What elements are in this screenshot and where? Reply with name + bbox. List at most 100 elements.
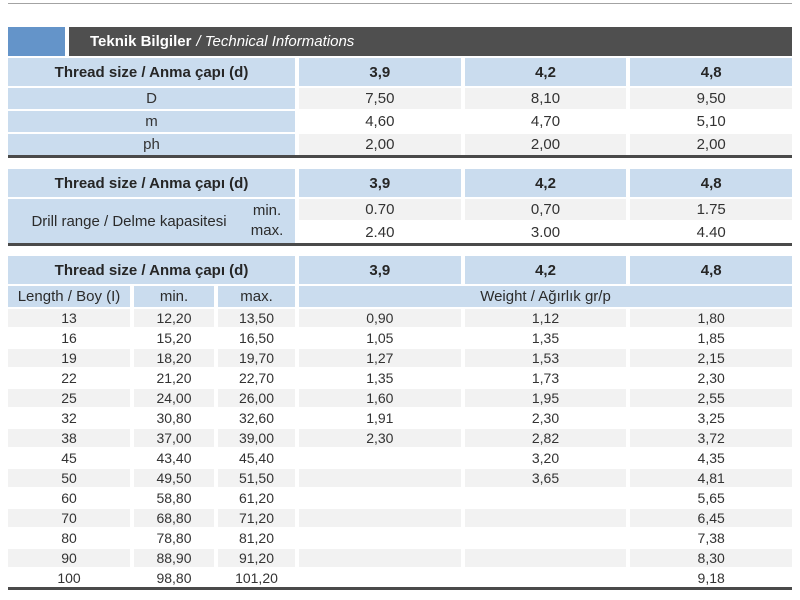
thread-size-value: 4,8: [630, 256, 792, 284]
drill-max-value: 4.40: [630, 222, 792, 243]
min-cell: 30,80: [134, 409, 214, 427]
max-header: max.: [218, 286, 295, 307]
length-cell: 45: [8, 449, 130, 467]
title-bar: Teknik Bilgiler / Technical Informations: [8, 27, 792, 56]
weight-cell: [464, 509, 627, 527]
max-cell: 19,70: [218, 349, 295, 367]
weight-cell: 1,85: [630, 329, 792, 347]
weight-cell: 3,20: [464, 449, 627, 467]
weight-cell: 1,35: [464, 329, 627, 347]
dim-value: 8,10: [464, 88, 627, 109]
brand-accent-square: [8, 27, 65, 56]
weight-table: Thread size / Anma çapı (d) 3,9 4,2 4,8 …: [8, 256, 792, 587]
weight-cell: 1,73: [464, 369, 627, 387]
weight-cell: 3,72: [630, 429, 792, 447]
weight-cell: 2,82: [464, 429, 627, 447]
drill-min-value: 0.70: [299, 199, 461, 220]
min-cell: 43,40: [134, 449, 214, 467]
dim-value: 2,00: [299, 134, 461, 155]
dim-value: 2,00: [464, 134, 627, 155]
dim-value: 5,10: [630, 111, 792, 132]
length-cell: 60: [8, 489, 130, 507]
length-cell: 38: [8, 429, 130, 447]
max-cell: 61,20: [218, 489, 295, 507]
length-cell: 19: [8, 349, 130, 367]
table-divider: [8, 243, 792, 246]
weight-cell: [299, 509, 461, 527]
thread-size-value: 4,2: [464, 256, 627, 284]
min-cell: 88,90: [134, 549, 214, 567]
max-cell: 22,70: [218, 369, 295, 387]
min-max-labels: min. max.: [246, 201, 288, 241]
weight-cell: 1,91: [299, 409, 461, 427]
min-cell: 21,20: [134, 369, 214, 387]
weight-cell: 2,30: [299, 429, 461, 447]
thread-size-value: 3,9: [299, 58, 461, 86]
weight-cell: 1,12: [464, 309, 627, 327]
weight-cell: 4,81: [630, 469, 792, 487]
min-cell: 58,80: [134, 489, 214, 507]
weight-cell: 1,53: [464, 349, 627, 367]
min-cell: 12,20: [134, 309, 214, 327]
drill-min-value: 0,70: [464, 199, 627, 220]
max-cell: 71,20: [218, 509, 295, 527]
drill-range-label-cell: Drill range / Delme kapasitesi min. max.: [8, 199, 295, 243]
weight-cell: [299, 489, 461, 507]
weight-cell: 1,80: [630, 309, 792, 327]
page-title-en: / Technical Informations: [196, 33, 355, 50]
weight-cell: [299, 549, 461, 567]
top-divider: [8, 3, 792, 4]
max-cell: 91,20: [218, 549, 295, 567]
weight-cell: 1,35: [299, 369, 461, 387]
weight-cell: 7,38: [630, 529, 792, 547]
weight-cell: 4,35: [630, 449, 792, 467]
drill-range-table: Thread size / Anma çapı (d) 3,9 4,2 4,8 …: [8, 169, 792, 243]
dim-value: 4,70: [464, 111, 627, 132]
drill-max-value: 3.00: [464, 222, 627, 243]
weight-header: Weight / Ağırlık gr/p: [299, 286, 792, 307]
length-cell: 22: [8, 369, 130, 387]
length-cell: 13: [8, 309, 130, 327]
weight-cell: 8,30: [630, 549, 792, 567]
weight-cell: 1,95: [464, 389, 627, 407]
weight-cell: [464, 529, 627, 547]
length-cell: 100: [8, 569, 130, 587]
length-cell: 32: [8, 409, 130, 427]
max-cell: 26,00: [218, 389, 295, 407]
length-cell: 16: [8, 329, 130, 347]
length-cell: 70: [8, 509, 130, 527]
weight-cell: 2,30: [464, 409, 627, 427]
weight-cell: [464, 569, 627, 587]
weight-cell: 0,90: [299, 309, 461, 327]
drill-max-value: 2.40: [299, 222, 461, 243]
weight-cell: [299, 529, 461, 547]
weight-cell: 2,15: [630, 349, 792, 367]
table-divider: [8, 155, 792, 158]
weight-cell: [464, 489, 627, 507]
weight-cell: 1,60: [299, 389, 461, 407]
min-cell: 98,80: [134, 569, 214, 587]
min-cell: 24,00: [134, 389, 214, 407]
weight-cell: 9,18: [630, 569, 792, 587]
max-cell: 32,60: [218, 409, 295, 427]
length-cell: 50: [8, 469, 130, 487]
max-cell: 16,50: [218, 329, 295, 347]
thread-size-header: Thread size / Anma çapı (d): [8, 169, 295, 197]
drill-range-label: Drill range / Delme kapasitesi: [31, 212, 227, 230]
min-cell: 15,20: [134, 329, 214, 347]
table-divider: [8, 587, 792, 590]
thread-size-header: Thread size / Anma çapı (d): [8, 58, 295, 86]
max-cell: 81,20: [218, 529, 295, 547]
weight-cell: 2,55: [630, 389, 792, 407]
thread-size-value: 4,8: [630, 169, 792, 197]
min-label: min.: [252, 202, 282, 219]
max-cell: 45,40: [218, 449, 295, 467]
min-cell: 68,80: [134, 509, 214, 527]
weight-cell: 2,30: [630, 369, 792, 387]
dim-value: 2,00: [630, 134, 792, 155]
min-cell: 49,50: [134, 469, 214, 487]
dim-row-label: ph: [8, 134, 295, 155]
weight-cell: 6,45: [630, 509, 792, 527]
max-label: max.: [250, 222, 284, 239]
